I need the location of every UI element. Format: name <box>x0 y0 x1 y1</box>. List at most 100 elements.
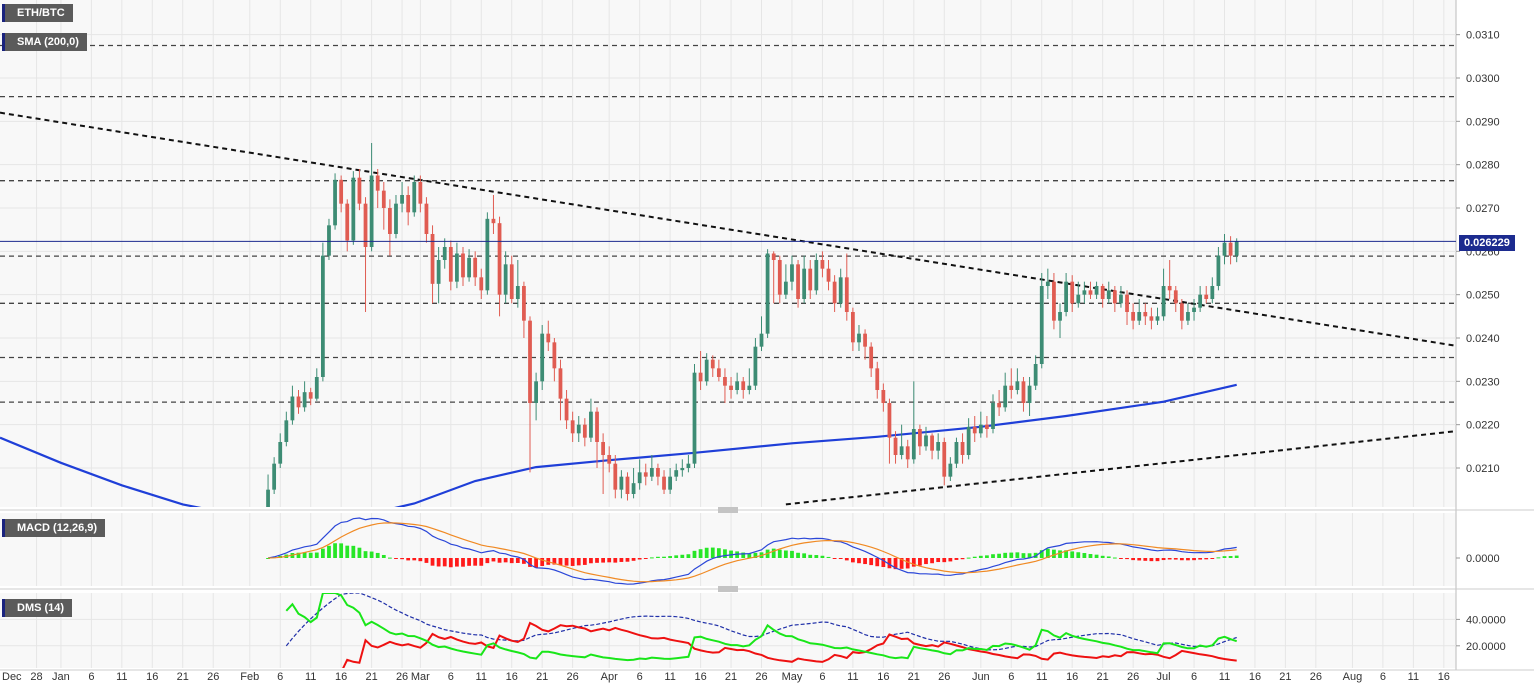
candle-body <box>1222 242 1227 256</box>
macd-histogram-bar <box>308 552 313 558</box>
candle-body <box>558 368 563 399</box>
macd-line <box>267 517 1237 585</box>
candle-body <box>790 264 794 282</box>
candle-body <box>899 446 904 455</box>
candle-body <box>607 455 612 464</box>
macd-histogram-bar <box>607 558 612 563</box>
macd-histogram-bar <box>357 547 362 558</box>
candle-body <box>1052 281 1056 321</box>
x-tick-label: Jan <box>52 671 70 683</box>
candle-body <box>582 424 587 438</box>
candle-body <box>540 333 545 382</box>
candle-body <box>1204 294 1209 299</box>
x-tick-label: 21 <box>177 671 189 683</box>
macd-histogram-bar <box>497 558 502 563</box>
macd-histogram-bar <box>327 545 331 558</box>
x-tick-label: 21 <box>1097 671 1109 683</box>
candle-body <box>869 346 874 369</box>
x-tick-label: 26 <box>938 671 950 683</box>
x-tick-label: 16 <box>335 671 347 683</box>
macd-histogram-bar <box>1100 555 1105 558</box>
candle-body <box>978 424 983 434</box>
candle-body <box>1161 286 1166 317</box>
x-tick-label: Apr <box>601 671 618 683</box>
candle-body <box>686 463 691 468</box>
macd-histogram-bar <box>948 558 953 562</box>
macd-histogram-bar <box>777 549 782 558</box>
macd-histogram-bar <box>442 558 447 567</box>
macd-histogram-bar <box>375 552 380 558</box>
macd-histogram-bar <box>381 554 386 558</box>
candle-body <box>826 268 831 282</box>
candle-body <box>412 182 417 213</box>
macd-histogram-bar <box>643 558 648 559</box>
dms-panel-bg <box>0 593 1456 668</box>
macd-panel-bg <box>0 513 1456 586</box>
x-tick-label: 6 <box>1008 671 1014 683</box>
macd-histogram-bar <box>674 555 679 558</box>
candle-body <box>1198 294 1203 308</box>
x-tick-label: 11 <box>1219 671 1230 683</box>
macd-histogram-bar <box>394 558 398 559</box>
candle-body <box>509 264 514 299</box>
macd-histogram-bar <box>582 558 587 565</box>
macd-histogram-bar <box>960 558 965 560</box>
candle-body <box>473 257 478 278</box>
x-tick-label: 16 <box>146 671 158 683</box>
candle-body <box>753 346 758 386</box>
macd-histogram-bar <box>601 558 606 563</box>
x-tick-label: 16 <box>877 671 889 683</box>
y-tick-label: 0.0220 <box>1466 420 1500 432</box>
macd-histogram-bar <box>503 558 508 563</box>
y-tick-label: 0.0270 <box>1466 203 1500 215</box>
y-tick-label: 0.0260 <box>1466 246 1500 258</box>
candle-body <box>278 442 283 464</box>
macd-histogram-bar <box>540 558 545 567</box>
y-tick-label: 0.0310 <box>1466 30 1500 42</box>
candle-body <box>1137 312 1142 321</box>
macd-histogram-bar <box>857 558 861 564</box>
x-tick-label: 6 <box>637 671 643 683</box>
candle-body <box>997 403 1001 408</box>
macd-histogram-bar <box>850 558 855 563</box>
macd-histogram-bar <box>345 545 350 558</box>
candle-body <box>430 234 435 284</box>
macd-histogram-bar <box>266 558 270 559</box>
macd-histogram-bar <box>522 558 526 564</box>
candle-body <box>528 320 532 403</box>
candle-body <box>710 359 715 369</box>
macd-histogram-bar <box>692 550 697 558</box>
macd-histogram-bar <box>1167 558 1172 560</box>
candle-body <box>546 333 551 343</box>
x-tick-label: 6 <box>819 671 825 683</box>
macd-histogram-bar <box>363 551 368 558</box>
x-tick-label: 6 <box>277 671 283 683</box>
macd-histogram-bar <box>1070 551 1075 558</box>
candle-body <box>905 446 910 460</box>
macd-histogram-bar <box>1137 558 1142 561</box>
macd-histogram-bar <box>509 558 514 564</box>
candle-body <box>1003 385 1008 408</box>
macd-histogram-bar <box>808 554 813 558</box>
x-tick-label: 21 <box>1279 671 1291 683</box>
x-tick-label: Feb <box>240 671 259 683</box>
candle-body <box>485 218 490 291</box>
plus-di-line <box>285 593 1238 662</box>
x-tick-label: 21 <box>365 671 377 683</box>
macd-histogram-bar <box>698 549 703 558</box>
macd-histogram-bar <box>461 558 465 567</box>
y-tick-label: 0.0290 <box>1466 116 1500 128</box>
candle-body <box>1021 381 1026 403</box>
macd-histogram-bar <box>704 547 709 558</box>
macd-histogram-bar <box>455 558 459 567</box>
x-tick-label: May <box>782 671 803 683</box>
macd-histogram-bar <box>406 558 411 561</box>
macd-histogram-bar <box>978 555 983 558</box>
candle-body <box>637 472 642 484</box>
macd-histogram-bar <box>564 558 569 566</box>
macd-histogram-bar <box>339 543 344 558</box>
candle-body <box>363 203 368 247</box>
macd-histogram-bar <box>424 558 429 563</box>
macd-histogram-bar <box>333 543 337 558</box>
